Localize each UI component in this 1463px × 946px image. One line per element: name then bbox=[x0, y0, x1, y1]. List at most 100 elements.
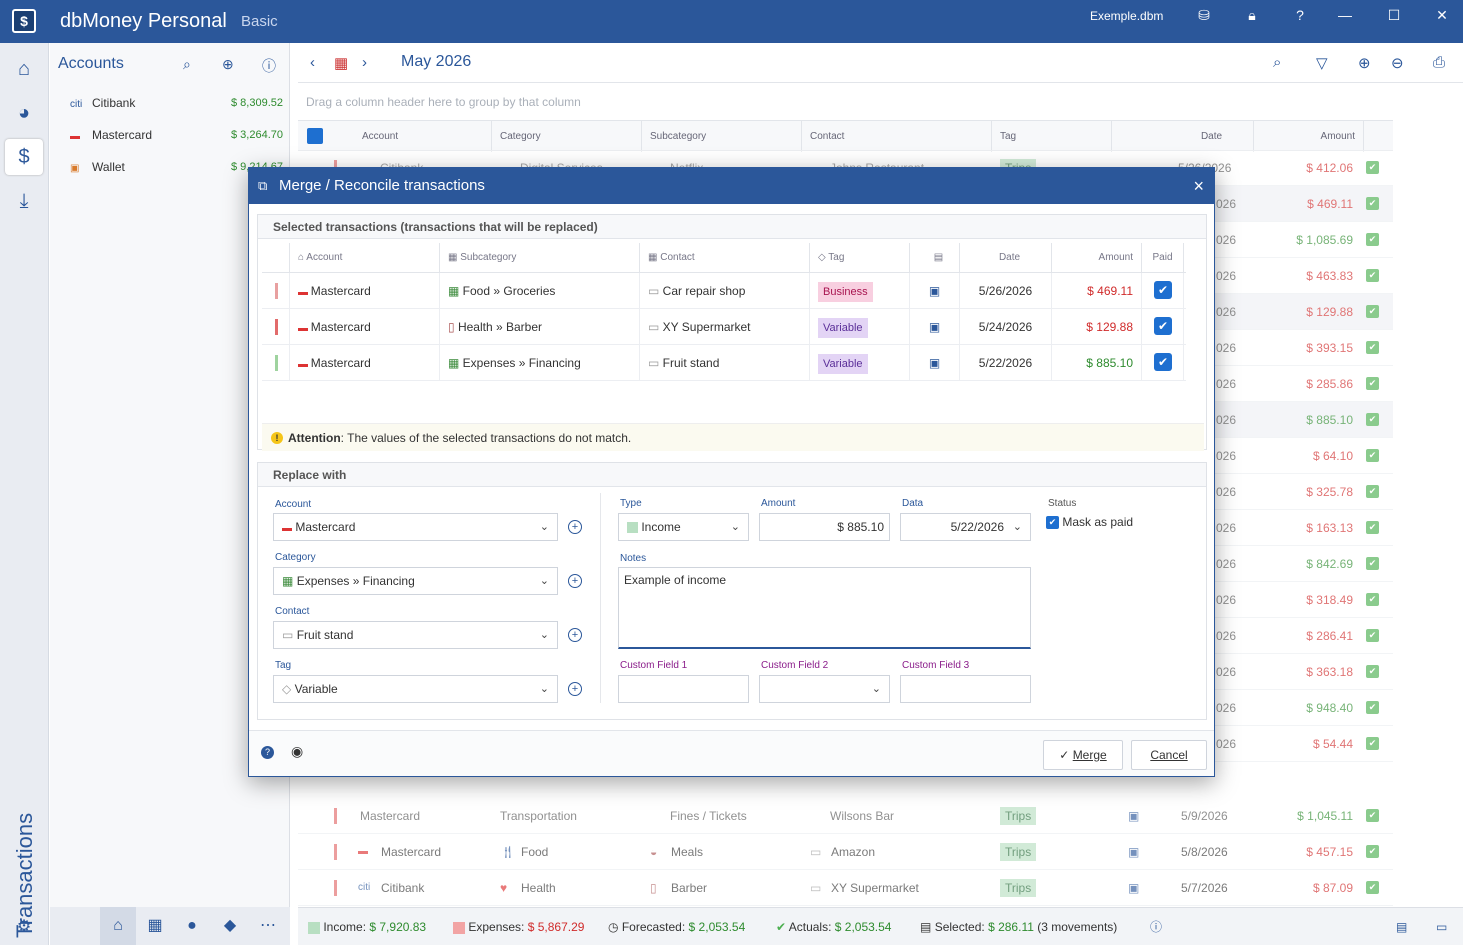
eye-icon[interactable]: ◉ bbox=[291, 743, 304, 759]
previous-month-icon[interactable]: ‹ bbox=[310, 54, 315, 71]
select-all-checkbox[interactable] bbox=[307, 128, 323, 144]
paid-check-icon[interactable]: ✔ bbox=[1366, 665, 1379, 678]
paid-check-icon[interactable]: ✔ bbox=[1366, 809, 1379, 822]
header-subcategory[interactable]: Subcategory bbox=[642, 121, 802, 152]
merge-button[interactable]: ✓ Merge bbox=[1043, 740, 1123, 770]
paid-check-icon[interactable]: ✔ bbox=[1366, 593, 1379, 606]
notes-icon[interactable]: ▣ bbox=[910, 345, 960, 381]
paid-check-icon[interactable]: ✔ bbox=[1366, 197, 1379, 210]
type-select[interactable]: Income ⌄ bbox=[618, 513, 749, 541]
notes-icon[interactable]: ▣ bbox=[1128, 809, 1140, 823]
table-row[interactable]: citi Citibank ♥ Health ▯ Barber ▭ XY Supermarke… bbox=[298, 870, 1393, 906]
paid-check-icon[interactable]: ✔ bbox=[1366, 881, 1379, 894]
notes-icon[interactable]: ▣ bbox=[910, 273, 960, 309]
add-account-icon[interactable]: ⊕ bbox=[222, 56, 234, 72]
selected-row[interactable]: ▬ Mastercard ▦ Food » Groceries ▭ Car repa… bbox=[262, 273, 1186, 309]
header-contact[interactable]: ▦ Contact bbox=[640, 243, 810, 273]
database-icon[interactable]: ⛁ bbox=[1198, 7, 1210, 23]
paid-check-icon[interactable]: ✔ bbox=[1366, 485, 1379, 498]
paid-check-icon[interactable]: ✔ bbox=[1366, 449, 1379, 462]
categories-nav-icon[interactable]: ▦ bbox=[147, 917, 163, 934]
header-category[interactable]: Category bbox=[492, 121, 642, 152]
close-window-icon[interactable]: ✕ bbox=[1436, 7, 1448, 23]
paid-checkbox[interactable]: ✔ bbox=[1154, 317, 1172, 335]
contact-select[interactable]: ▭ Fruit stand ⌄ bbox=[273, 621, 558, 649]
paid-checkbox[interactable]: ✔ bbox=[1154, 281, 1172, 299]
notes-textarea[interactable]: Example of income bbox=[618, 567, 1031, 649]
paid-check-icon[interactable]: ✔ bbox=[1366, 377, 1379, 390]
add-tag-icon[interactable]: + bbox=[568, 682, 582, 696]
paid-check-icon[interactable]: ✔ bbox=[1366, 233, 1379, 246]
panel-icon[interactable]: ▭ bbox=[1436, 920, 1448, 934]
notes-icon[interactable]: ▣ bbox=[1128, 845, 1140, 859]
header-amount[interactable]: Amount bbox=[1254, 121, 1364, 152]
header-tag[interactable]: ◇ Tag bbox=[810, 243, 910, 273]
close-icon[interactable]: × bbox=[1193, 176, 1204, 196]
header-account[interactable]: ⌂ Account bbox=[290, 243, 440, 273]
paid-check-icon[interactable]: ✔ bbox=[1366, 557, 1379, 570]
lock-icon[interactable]: 🔒︎ bbox=[1248, 7, 1256, 23]
table-row[interactable]: Mastercard Transportation Fines / Ticket… bbox=[298, 798, 1393, 834]
date-select[interactable]: 5/22/2026 ⌄ bbox=[900, 513, 1031, 541]
header-subcategory[interactable]: ▦ Subcategory bbox=[440, 243, 640, 273]
current-month[interactable]: May 2026 bbox=[401, 53, 472, 70]
paid-check-icon[interactable]: ✔ bbox=[1366, 413, 1379, 426]
file-name[interactable]: Exemple.dbm bbox=[1090, 9, 1164, 23]
header-contact[interactable]: Contact bbox=[802, 121, 992, 152]
more-options-icon[interactable]: ⊖ bbox=[1391, 55, 1404, 72]
paid-check-icon[interactable]: ✔ bbox=[1366, 629, 1379, 642]
paid-check-icon[interactable]: ✔ bbox=[1366, 305, 1379, 318]
more-nav-icon[interactable]: ⋯ bbox=[260, 917, 276, 934]
report-icon[interactable]: ▤ bbox=[1396, 920, 1408, 934]
home-icon[interactable]: ⌂ bbox=[17, 58, 31, 80]
help-icon[interactable]: ? bbox=[1296, 7, 1304, 23]
header-tag[interactable]: Tag bbox=[992, 121, 1112, 152]
transactions-icon[interactable]: $ bbox=[5, 139, 43, 175]
add-account-icon[interactable]: + bbox=[568, 520, 582, 534]
calendar-icon[interactable]: ▦ bbox=[334, 55, 349, 72]
add-contact-icon[interactable]: + bbox=[568, 628, 582, 642]
custom-field-3-input[interactable] bbox=[900, 675, 1031, 703]
category-select[interactable]: ▦ Expenses » Financing ⌄ bbox=[273, 567, 558, 595]
help-icon[interactable]: ⓘ bbox=[1150, 920, 1163, 934]
amount-input[interactable]: $ 885.10 bbox=[759, 513, 890, 541]
help-icon[interactable]: ? bbox=[261, 746, 274, 759]
selected-row[interactable]: ▬ Mastercard ▯ Health » Barber ▭ XY Superm… bbox=[262, 309, 1186, 345]
print-icon[interactable]: ⎙ bbox=[1433, 54, 1446, 71]
search-icon[interactable]: ⌕ bbox=[1273, 54, 1282, 71]
tags-nav-icon[interactable]: ◆ bbox=[223, 917, 237, 934]
paid-checkbox[interactable]: ✔ bbox=[1154, 353, 1172, 371]
header-amount[interactable]: Amount bbox=[1052, 243, 1142, 273]
account-item-mastercard[interactable]: ▬ Mastercard $ 3,264.70 bbox=[70, 120, 285, 150]
header-account[interactable]: Account bbox=[354, 121, 492, 152]
add-transaction-icon[interactable]: ⊕ bbox=[1358, 55, 1371, 72]
notes-icon[interactable]: ▣ bbox=[910, 309, 960, 345]
import-icon[interactable]: ⤓ bbox=[19, 190, 29, 212]
paid-check-icon[interactable]: ✔ bbox=[1366, 161, 1379, 174]
next-month-icon[interactable]: › bbox=[362, 54, 367, 71]
header-paid[interactable]: Paid bbox=[1142, 243, 1184, 273]
paid-check-icon[interactable]: ✔ bbox=[1366, 341, 1379, 354]
cancel-button[interactable]: Cancel bbox=[1131, 740, 1207, 770]
custom-field-2-select[interactable]: ⌄ bbox=[759, 675, 890, 703]
chart-icon[interactable]: ◕ bbox=[17, 102, 31, 124]
paid-check-icon[interactable]: ✔ bbox=[1366, 521, 1379, 534]
table-row[interactable]: ▬ Mastercard 🍴︎ Food ◒ Meals ▭ Amazon Trips ▣ 5/8/… bbox=[298, 834, 1393, 870]
account-item-citibank[interactable]: citi Citibank $ 8,309.52 bbox=[70, 88, 285, 118]
add-category-icon[interactable]: + bbox=[568, 574, 582, 588]
mask-as-paid-checkbox[interactable]: ✔ Mask as paid bbox=[1046, 515, 1133, 530]
paid-check-icon[interactable]: ✔ bbox=[1366, 269, 1379, 282]
account-select[interactable]: ▬ Mastercard ⌄ bbox=[273, 513, 558, 541]
contacts-nav-icon[interactable]: ● bbox=[187, 917, 197, 934]
notes-header-icon[interactable]: ▤ bbox=[910, 243, 960, 273]
minimize-icon[interactable]: — bbox=[1338, 7, 1352, 23]
paid-check-icon[interactable]: ✔ bbox=[1366, 701, 1379, 714]
maximize-icon[interactable]: ☐ bbox=[1387, 7, 1401, 23]
tag-select[interactable]: ◇ Variable ⌄ bbox=[273, 675, 558, 703]
search-icon[interactable]: ⌕ bbox=[183, 56, 191, 72]
help-icon[interactable]: ⓘ bbox=[262, 58, 276, 74]
selected-row[interactable]: ▬ Mastercard ▦ Expenses » Financing ▭ Frui… bbox=[262, 345, 1186, 381]
paid-check-icon[interactable]: ✔ bbox=[1366, 845, 1379, 858]
filter-icon[interactable]: ▽ bbox=[1316, 55, 1328, 72]
header-date[interactable]: Date bbox=[1162, 121, 1254, 152]
